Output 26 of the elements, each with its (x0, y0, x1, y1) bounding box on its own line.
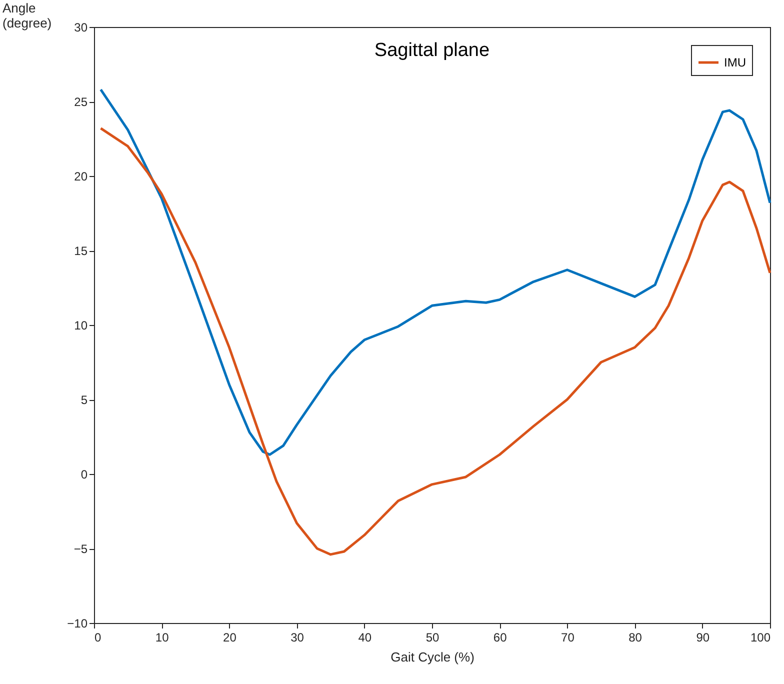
x-tick-label: 70 (561, 630, 575, 644)
y-tick-label: 5 (80, 393, 88, 407)
y-tick-label: 15 (74, 244, 88, 258)
y-tick-label: 20 (74, 170, 88, 184)
line-series (100, 88, 772, 456)
x-tick-label: 40 (358, 630, 372, 644)
y-tick-label: −10 (67, 616, 88, 630)
y-tick-label: 25 (74, 95, 88, 109)
x-tick-label: 10 (155, 630, 170, 644)
x-tick-label: 60 (493, 630, 508, 644)
x-tick-label: 80 (628, 630, 642, 644)
y-tick-label: 0 (80, 468, 88, 482)
line-series (100, 127, 772, 556)
y-tick-label: 10 (74, 318, 88, 332)
y-tick-label: 30 (74, 20, 88, 34)
x-tick-label: 30 (290, 630, 304, 644)
x-tick-label: 0 (94, 630, 102, 644)
y-axis-title: Angle (degree) (2, 0, 52, 30)
y-tick-label: −5 (74, 542, 88, 556)
legend-label: IMU (724, 56, 746, 70)
x-axis-title: Gait Cycle (%) (390, 650, 474, 664)
text: Sagittal plane (374, 40, 490, 61)
x-tick-label: 20 (223, 630, 237, 644)
x-tick-label: 100 (750, 630, 771, 644)
x-tick-label: 50 (426, 630, 440, 644)
x-tick-label: 90 (696, 630, 710, 644)
